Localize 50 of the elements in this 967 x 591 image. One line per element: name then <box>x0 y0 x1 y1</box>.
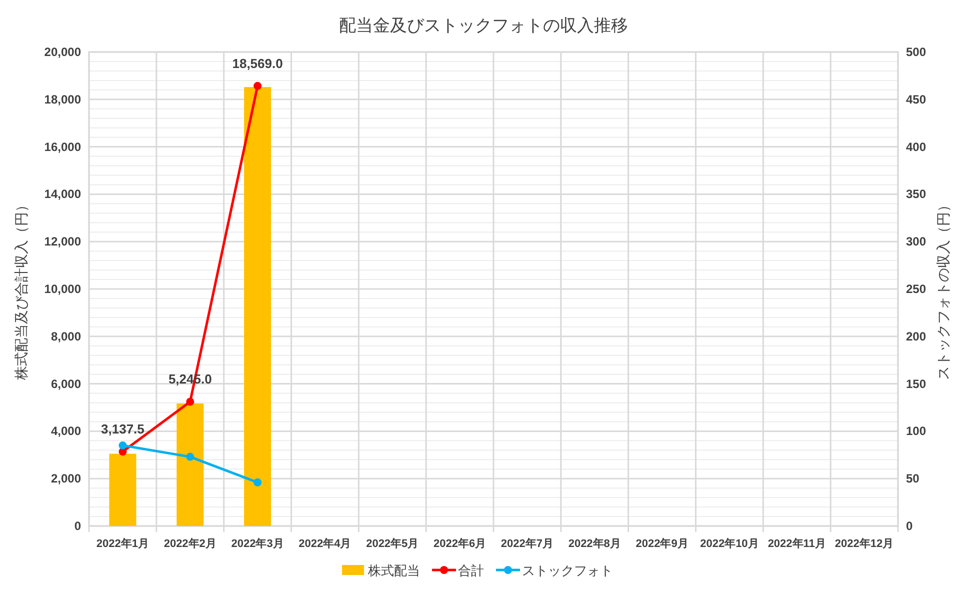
y2-tick-label: 450 <box>906 92 926 106</box>
y2-tick-label: 350 <box>906 187 926 202</box>
y-tick-label: 0 <box>74 519 82 533</box>
y-axis-title: 株式配当及び合計収入（円） <box>13 198 29 381</box>
legend-label: 株式配当 <box>367 563 420 578</box>
x-tick-label: 2022年2月 <box>164 537 216 550</box>
y-tick-label: 2,000 <box>50 472 82 486</box>
y-tick-label: 12,000 <box>44 234 82 249</box>
x-tick-label: 2022年11月 <box>768 537 826 550</box>
legend-label: 合計 <box>458 563 484 578</box>
x-tick-label: 2022年10月 <box>700 537 759 550</box>
x-tick-label: 2022年6月 <box>433 537 486 550</box>
x-tick-label: 2022年3月 <box>231 537 284 550</box>
x-tick-label: 2022年5月 <box>366 537 419 550</box>
y-tick-label: 6,000 <box>50 376 82 391</box>
point <box>118 441 127 450</box>
y2-axis-title: ストックフォトの収入（円） <box>935 198 951 380</box>
x-tick-label: 2022年12月 <box>834 537 894 550</box>
y-tick-label: 18,000 <box>44 92 82 106</box>
bar <box>109 454 136 526</box>
x-tick-label: 2022年8月 <box>568 537 621 550</box>
y2-tick-label: 0 <box>906 519 913 533</box>
point <box>254 478 262 486</box>
y2-tick-label: 500 <box>906 45 926 59</box>
legend-label: ストックフォト <box>522 563 613 578</box>
x-tick-label: 2022年4月 <box>298 537 352 550</box>
point <box>254 82 262 90</box>
bar <box>176 403 204 526</box>
data-label: 3,137.5 <box>101 422 144 437</box>
y2-tick-label: 150 <box>906 376 926 391</box>
y-tick-label: 4,000 <box>50 424 82 438</box>
y-tick-label: 16,000 <box>44 140 82 154</box>
x-tick-label: 2022年9月 <box>636 537 688 550</box>
x-tick-label: 2022年7月 <box>500 537 554 550</box>
y2-tick-label: 400 <box>906 140 926 154</box>
y-tick-label: 20,000 <box>44 45 82 59</box>
y2-tick-label: 100 <box>906 424 926 438</box>
point <box>186 452 194 461</box>
y-tick-label: 14,000 <box>44 187 82 202</box>
y2-tick-label: 300 <box>906 234 926 249</box>
bar <box>244 87 272 526</box>
point <box>186 398 194 406</box>
y2-tick-label: 50 <box>906 472 920 486</box>
y-tick-label: 8,000 <box>50 329 82 344</box>
y2-tick-label: 200 <box>906 329 926 344</box>
chart-title: 配当金及びストックフォトの収入推移 <box>339 16 628 35</box>
x-tick-label: 2022年1月 <box>96 537 150 550</box>
data-label: 18,569.0 <box>232 56 283 71</box>
y-tick-label: 10,000 <box>44 282 82 296</box>
y2-tick-label: 250 <box>906 282 926 296</box>
